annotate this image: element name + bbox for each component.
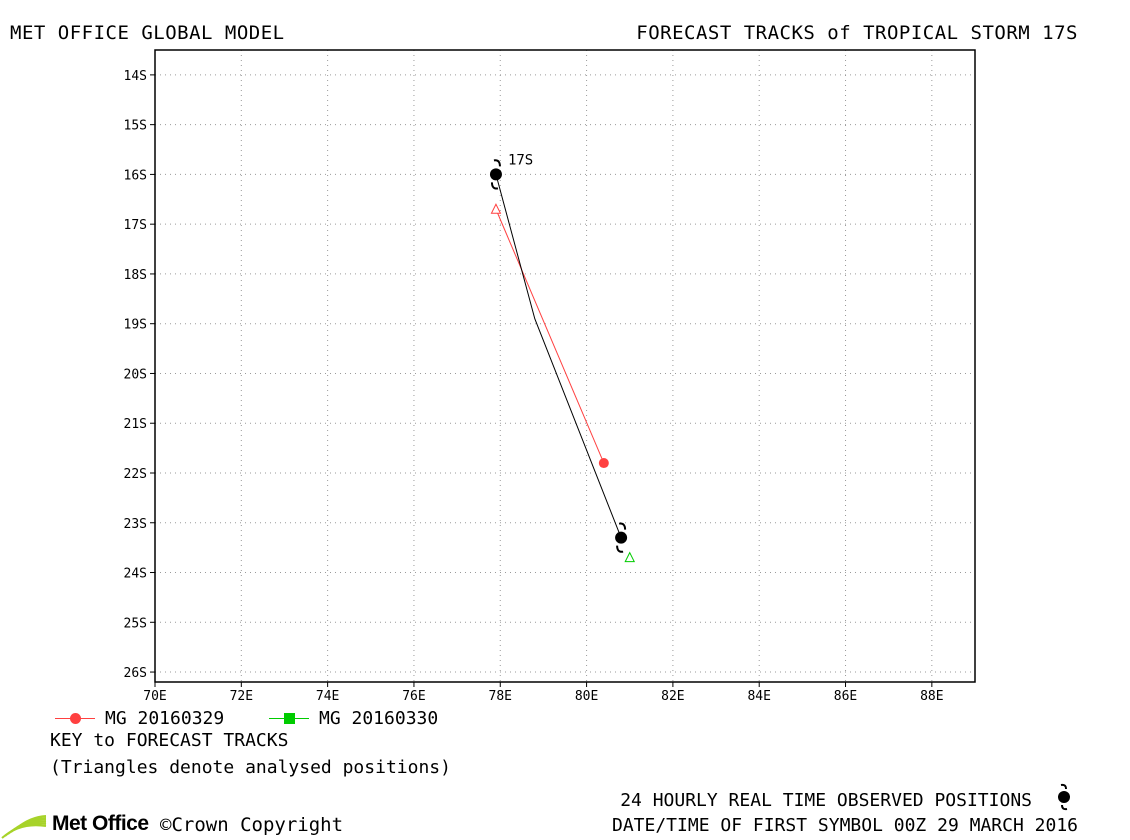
cyclone-symbol-center <box>615 531 628 544</box>
first-symbol-datetime: DATE/TIME OF FIRST SYMBOL 00Z 29 MARCH 2… <box>612 815 1078 836</box>
cyclone-symbol-arm <box>618 522 627 530</box>
x-tick-label: 84E <box>747 689 770 700</box>
y-tick-label: 22S <box>124 467 147 482</box>
x-tick-label: 72E <box>230 689 253 700</box>
cyclone-symbol-arm <box>616 545 624 553</box>
analysed-position-triangle <box>490 203 502 214</box>
x-tick-label: 82E <box>661 689 684 700</box>
legend-label: MG 20160329 <box>105 708 225 729</box>
y-tick-label: 16S <box>124 168 147 183</box>
x-tick-label: 70E <box>143 689 166 700</box>
tracks: 17S <box>489 152 636 563</box>
y-tick-label: 20S <box>124 367 147 382</box>
y-tick-label: 17S <box>124 218 147 233</box>
cyclone-symbol-arm <box>490 182 499 190</box>
logo-text: Met Office <box>52 812 149 835</box>
legend-label: MG 20160330 <box>319 708 439 729</box>
y-tick-label: 25S <box>124 616 147 631</box>
model-title: MET OFFICE GLOBAL MODEL <box>10 22 285 44</box>
x-tick-label: 74E <box>316 689 339 700</box>
legend-square-marker <box>284 713 295 724</box>
cyclone-symbol-arm <box>493 159 501 167</box>
y-tick-label: 26S <box>124 666 147 681</box>
cyclone-symbol-icon <box>1058 783 1070 811</box>
plot-frame <box>154 49 976 683</box>
x-tick-label: 80E <box>575 689 598 700</box>
key-title: KEY to FORECAST TRACKS <box>50 730 289 751</box>
met-office-logo: Met Office ©Crown Copyright <box>0 810 370 840</box>
cyclone-symbol-icon <box>489 159 502 190</box>
triangle-note: (Triangles denote analysed positions) <box>50 757 451 778</box>
cyclone-symbol-icon <box>615 522 628 553</box>
logo-stripe <box>1 824 47 839</box>
x-tick-label: 76E <box>402 689 425 700</box>
chart-title: FORECAST TRACKS of TROPICAL STORM 17S <box>636 22 1078 44</box>
legend-circle-marker <box>70 713 81 724</box>
logo-stripe <box>16 815 47 829</box>
y-tick-label: 14S <box>124 69 147 84</box>
analysed-position-triangle <box>624 551 636 563</box>
forecast-track-chart: 70E 72E 74E 76E 78E 80E 82E 84E 86E 88E 14S 15S 16S 1… <box>124 49 976 700</box>
storm-label: 17S <box>508 152 533 168</box>
x-tick-label: 88E <box>920 689 943 700</box>
copyright-text: ©Crown Copyright <box>160 814 344 836</box>
y-tick-label: 19S <box>124 318 147 333</box>
y-tick-label: 21S <box>124 417 147 432</box>
observed-positions-note: 24 HOURLY REAL TIME OBSERVED POSITIONS <box>620 790 1032 811</box>
forecast-end-circle <box>598 458 609 469</box>
cyclone-symbol-center <box>489 168 502 181</box>
y-tick-label: 24S <box>124 567 147 582</box>
axis-ticks: 70E 72E 74E 76E 78E 80E 82E 84E 86E 88E 14S 15S 16S 1… <box>124 69 944 700</box>
grid <box>154 50 975 682</box>
observed-track-line <box>495 174 622 538</box>
met-office-logo-icon <box>1 815 47 839</box>
y-tick-label: 18S <box>124 268 147 283</box>
y-tick-label: 23S <box>124 517 147 532</box>
x-tick-label: 86E <box>834 689 857 700</box>
x-tick-label: 78E <box>489 689 512 700</box>
y-tick-label: 15S <box>124 119 147 134</box>
forecast-track-line <box>495 209 605 464</box>
